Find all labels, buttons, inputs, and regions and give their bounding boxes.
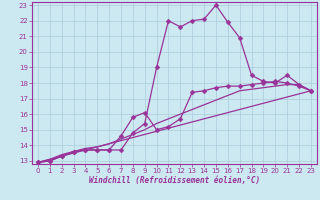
X-axis label: Windchill (Refroidissement éolien,°C): Windchill (Refroidissement éolien,°C) bbox=[89, 176, 260, 185]
